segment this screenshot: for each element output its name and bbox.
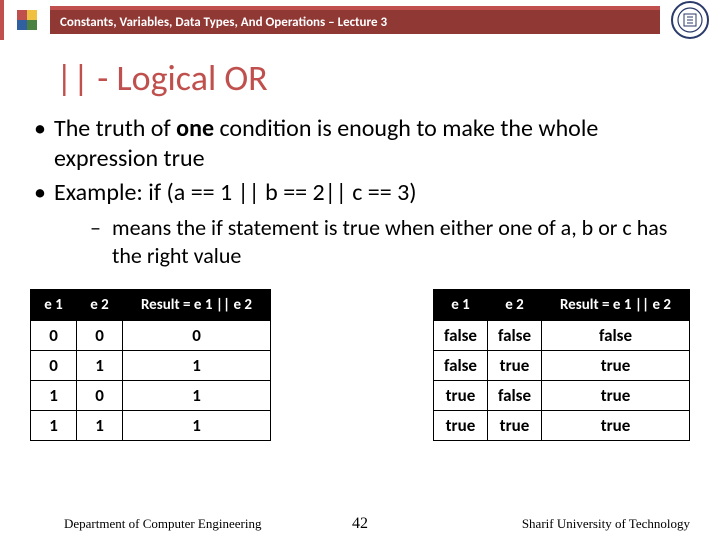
footer: Department of Computer Engineering 42 Sh…	[0, 516, 720, 532]
bullet-1-pre: The truth of	[54, 114, 176, 143]
th: Result = e 1 || e 2	[123, 290, 271, 321]
table-row: falsetruetrue	[433, 351, 689, 381]
table-row: 111	[31, 411, 271, 441]
table-row: falsefalsefalse	[433, 321, 689, 351]
table-row: truefalsetrue	[433, 381, 689, 411]
puzzle-icon	[13, 6, 41, 34]
sub-bullet: means the if statement is true when eith…	[90, 214, 700, 269]
header-title: Constants, Variables, Data Types, And Op…	[50, 6, 660, 34]
th: e 2	[487, 290, 541, 321]
header: Constants, Variables, Data Types, And Op…	[0, 0, 720, 40]
table-row: 011	[31, 351, 271, 381]
page-number: 42	[352, 515, 368, 533]
truth-table-boolean: e 1 e 2 Result = e 1 || e 2 falsefalsefa…	[433, 289, 690, 441]
th: e 1	[31, 290, 77, 321]
footer-left: Department of Computer Engineering	[64, 516, 261, 532]
table-row: truetruetrue	[433, 411, 689, 441]
bullet-1-bold: one	[176, 114, 214, 143]
tables-container: e 1 e 2 Result = e 1 || e 2 000 011 101 …	[30, 289, 690, 441]
table-row: 000	[31, 321, 271, 351]
bullet-1: The truth of one condition is enough to …	[30, 114, 700, 174]
footer-right: Sharif University of Technology	[522, 516, 690, 532]
seal-icon	[668, 0, 712, 42]
th: e 2	[77, 290, 123, 321]
truth-table-numeric: e 1 e 2 Result = e 1 || e 2 000 011 101 …	[30, 289, 271, 441]
logo-left-container	[0, 0, 50, 40]
bullet-2: Example: if (a == 1 || b == 2|| c == 3)	[30, 178, 700, 208]
th: Result = e 1 || e 2	[542, 290, 690, 321]
bullet-list: The truth of one condition is enough to …	[30, 114, 700, 269]
table-row: 101	[31, 381, 271, 411]
th: e 1	[433, 290, 487, 321]
slide-title: || - Logical OR	[56, 56, 720, 100]
